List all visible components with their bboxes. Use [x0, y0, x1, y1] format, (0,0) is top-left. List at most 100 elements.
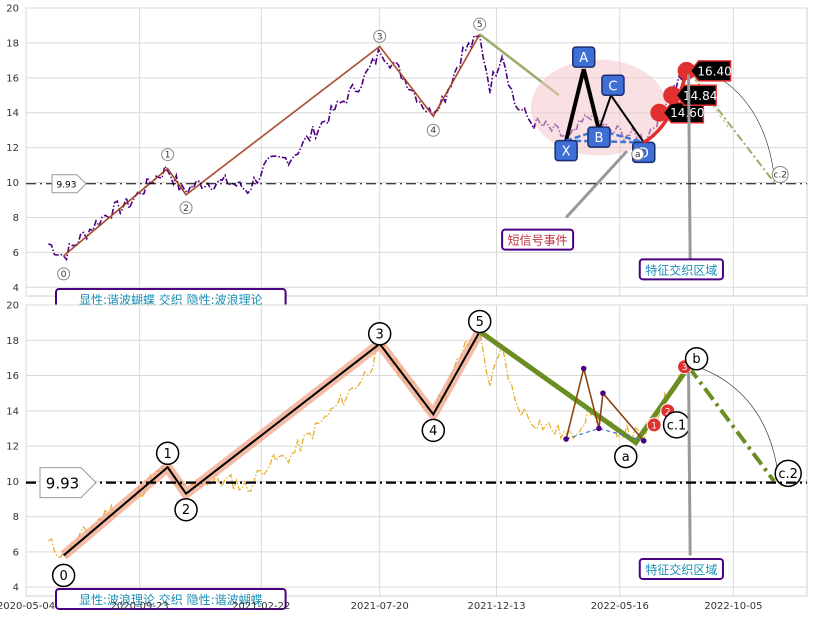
top-harmonic-ab: [581, 68, 601, 131]
top-wave-marker-3: [373, 29, 387, 43]
bottom-wave-label-2: 2: [182, 503, 190, 518]
bottom-projection-line: [686, 365, 776, 483]
bottom-wave-marker-4: [421, 418, 446, 443]
top-harmonic-bc: [598, 94, 612, 131]
x-tick-label-3: 2021-07-20: [351, 601, 409, 612]
bottom-harmonic-point-2: [596, 425, 602, 432]
top-wave-marker-c.2: [771, 166, 789, 184]
top-wave-label-c.2: c.2: [773, 171, 787, 181]
bottom-wave-label-3: 3: [376, 327, 384, 342]
top-wave-line: [63, 33, 481, 257]
x-tick-label-2: 2021-02-22: [232, 601, 290, 612]
bottom-wave-label-1: 1: [163, 447, 171, 462]
bottom-harmonic-point-4: [640, 438, 647, 444]
top-harmonic-label-X: X: [562, 145, 571, 160]
bottom-wave-label-a: a: [622, 450, 630, 465]
x-tick-label-6: 2022-10-05: [704, 601, 762, 612]
top-wave-label-a: a: [635, 150, 641, 160]
top-feature-zone-note-box: [638, 258, 724, 281]
bottom-level-arrow: [39, 467, 97, 499]
x-tick-label-4: 2021-12-13: [467, 601, 525, 612]
top-wave-label-5: 5: [477, 20, 483, 30]
top-harmonic-box-B: [587, 126, 611, 148]
x-tick-label-1: 2020-09-23: [111, 601, 169, 612]
top-ytick-label-4: 12: [6, 143, 19, 154]
top-short-signal-note: 短信号事件: [508, 234, 568, 248]
top-wave-marker-0: [57, 267, 71, 281]
bottom-ytick-label-3: 10: [6, 477, 19, 488]
top-ytick-label-5: 14: [6, 108, 19, 119]
bottom-wave-marker-c.2: [774, 459, 802, 488]
top-price-tag-bg-2: [689, 60, 732, 82]
top-ytick-label-2: 8: [13, 213, 19, 224]
bottom-plot-area: [25, 304, 808, 597]
x-tick-label-5: 2022-05-16: [591, 601, 649, 612]
top-ytick-label-6: 16: [6, 73, 19, 84]
top-harmonic-cd: [610, 94, 645, 143]
top-wave-label-1: 1: [165, 151, 171, 161]
bottom-ytick-label-4: 12: [6, 442, 19, 453]
bottom-wave-label-0: 0: [59, 569, 67, 584]
bottom-wave-marker-a: [614, 444, 638, 469]
bottom-legend-note-box: [55, 587, 287, 610]
top-level-arrow: [51, 174, 87, 194]
top-ytick-label-8: 20: [6, 4, 19, 15]
top-signal-pointer: [565, 150, 629, 219]
bottom-subwave-marker-1: [646, 417, 662, 433]
top-price-tag-bg-1: [675, 84, 717, 107]
top-wave-label-0: 0: [61, 270, 67, 280]
top-wave-label-3: 3: [377, 32, 383, 42]
top-price-tag-bg-0: [662, 101, 705, 124]
top-wave-marker-a: [631, 147, 645, 161]
top-wave-marker-2: [179, 201, 193, 215]
top-zone-pointer: [687, 74, 692, 260]
bottom-feature-zone-note: 特征交织区域: [645, 562, 717, 577]
top-price-tag-marker-0: [650, 103, 669, 122]
top-ytick-label-3: 10: [6, 178, 19, 189]
bottom-legend-note: 显性:波浪理论 交织 隐性:谐波蝴蝶: [79, 592, 263, 607]
bottom-subwave-label-3: 3: [682, 363, 688, 373]
top-price-tag-1: 14.84: [683, 89, 717, 103]
bottom-feature-zone-note-box: [638, 557, 724, 580]
top-wave-label-4: 4: [430, 126, 436, 136]
bottom-ytick-label-8: 20: [6, 301, 19, 312]
bottom-wave-label-c.2: c.2: [778, 467, 798, 482]
top-price-tag-2: 16.40: [697, 64, 731, 78]
top-short-signal-note-box: [501, 228, 575, 251]
bottom-wave-marker-2: [174, 497, 198, 522]
top-level-value-label: 9.93: [56, 180, 76, 190]
top-panel: 468101214161820XABCD14.6014.8416.4001234…: [6, 4, 808, 311]
bottom-wave-label-b: b: [692, 352, 700, 367]
x-axis: 2020-05-04 2020-09-23 2021-02-22 2021-07-20…: [0, 601, 762, 612]
bottom-panel: 468101214161820123012345abc.1c.29.93特征交织…: [6, 301, 808, 610]
bottom-ytick-label-6: 16: [6, 371, 19, 382]
x-tick-label-0: 2020-05-04: [0, 601, 55, 612]
bottom-ytick-label-5: 14: [6, 406, 19, 417]
bottom-ytick-label-7: 18: [6, 336, 19, 347]
top-harmonic-bd: [598, 128, 645, 144]
bottom-wave-marker-3: [367, 322, 392, 346]
bottom-wave-label-5: 5: [476, 315, 484, 330]
top-harmonic-box-A: [571, 46, 596, 68]
top-legend-note: 显性:谐波蝴蝶 交织 隐性:波浪理论: [79, 292, 263, 307]
bottom-wave-label-c.1: c.1: [667, 418, 687, 433]
bottom-wave-marker-5: [467, 309, 492, 334]
bottom-harmonic-point-0: [563, 436, 569, 442]
bottom-subwave-label-1: 1: [651, 421, 657, 431]
top-price-tag-marker-2: [677, 61, 696, 80]
top-ytick-label-7: 18: [6, 38, 19, 49]
bottom-harmonic-point-1: [580, 365, 587, 372]
bottom-ytick-label-1: 6: [13, 547, 19, 558]
top-harmonic-label-A: A: [579, 51, 588, 66]
bottom-harmonic-base: [565, 427, 644, 442]
bottom-subwave-label-2: 2: [665, 407, 671, 417]
top-harmonic-xa: [564, 68, 586, 142]
top-wave-label-2: 2: [183, 204, 189, 214]
bottom-zone-pointer: [687, 372, 692, 556]
top-feature-zone-note: 特征交织区域: [645, 262, 717, 277]
top-wave-marker-5: [473, 17, 487, 31]
top-price-tag-0: 14.60: [670, 106, 704, 120]
bottom-ytick-label-0: 4: [13, 583, 19, 594]
bottom-wave-marker-0: [51, 563, 76, 588]
